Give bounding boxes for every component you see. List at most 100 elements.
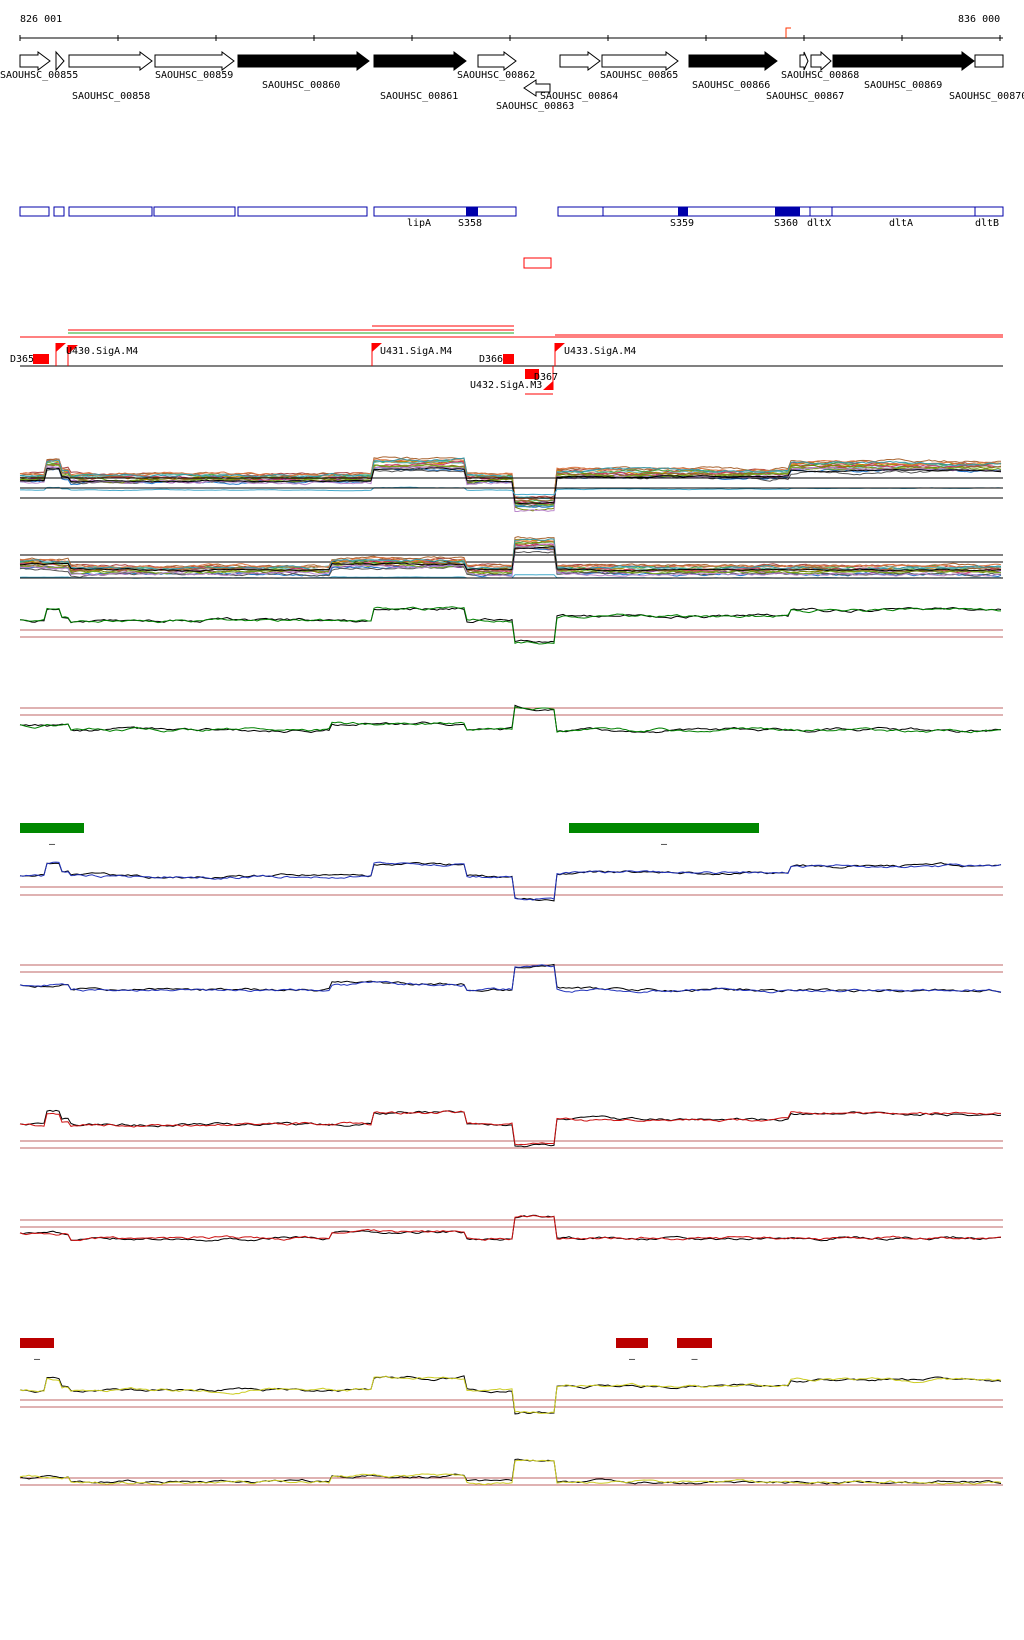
signal-line	[20, 546, 1002, 573]
gene-label: SAOUHSC_00859	[155, 70, 233, 81]
signal-line	[19, 1375, 1002, 1415]
gene-label: SAOUHSC_00868	[781, 70, 859, 81]
segment-block	[20, 823, 84, 833]
annotation-label: dltB	[975, 218, 999, 229]
signal-line	[19, 1214, 1002, 1242]
signal-line	[19, 467, 1002, 505]
gene-arrow	[154, 51, 235, 71]
gene-arrow	[832, 51, 975, 71]
gene-label: SAOUHSC_00870	[949, 91, 1024, 102]
signal-line	[19, 1459, 1002, 1486]
expression-track-1	[19, 456, 1003, 512]
gene-arrow	[19, 51, 51, 71]
signal-line	[19, 704, 1002, 734]
annotation-label: dltX	[807, 218, 831, 229]
gene-arrow	[810, 50, 832, 72]
annotation-box	[974, 206, 1004, 217]
signal-line	[19, 963, 1002, 993]
gene-arrow	[477, 51, 517, 71]
gene-label: SAOUHSC_00855	[0, 70, 78, 81]
expression-track-2	[19, 536, 1003, 579]
annotation-track: lipA S358 S359 S360 dltX dltA dltB	[19, 206, 1004, 229]
annotation-segment	[775, 207, 800, 216]
gene-label: SAOUHSC_00869	[864, 80, 942, 91]
annotation-box	[373, 206, 517, 217]
annotation-segment	[678, 207, 688, 216]
segment-block	[569, 823, 759, 833]
gene-label: SAOUHSC_00858	[72, 91, 150, 102]
red-track-forward	[19, 1109, 1003, 1149]
annotation-label: lipA	[407, 218, 431, 229]
yellow-track-forward	[19, 1375, 1003, 1415]
signal-line	[19, 706, 1002, 734]
gene-label: SAOUHSC_00867	[766, 91, 844, 102]
gene-track: SAOUHSC_00855 SAOUHSC_00858 SAOUHSC_00859 S…	[0, 50, 1024, 112]
gene-arrow	[68, 51, 153, 71]
red-track-reverse	[19, 1214, 1003, 1242]
signal-line	[19, 1110, 1001, 1146]
ruler-end-label: 836 000	[958, 14, 1000, 25]
yellow-track-reverse	[19, 1458, 1003, 1486]
gene-arrow	[373, 51, 467, 71]
signal-line	[19, 542, 1002, 578]
small-red-feature	[523, 257, 552, 269]
annotation-label: S358	[458, 218, 482, 229]
segment-block	[616, 1338, 648, 1348]
blue-track-reverse	[19, 963, 1003, 994]
ruler-marker	[785, 27, 791, 38]
gene-arrow	[799, 51, 809, 71]
signal-line	[19, 1458, 1002, 1485]
gene-arrow	[559, 51, 601, 71]
annotation-box	[19, 206, 50, 217]
signal-line	[19, 964, 1002, 994]
signal-line	[19, 457, 1002, 508]
signal-line	[19, 458, 1002, 500]
coordinate-ruler: 826 001 836 000	[19, 14, 1003, 41]
annotation-segment	[466, 207, 478, 216]
promoter-label: U432.SigA.M3	[470, 380, 542, 391]
promoter-label: U430.SigA.M4	[66, 346, 138, 357]
annotation-box	[237, 206, 368, 217]
promoter-track: D365 U430.SigA.M4 U431.SigA.M4 D366 D367U432…	[10, 325, 1003, 395]
segment-block-tick: –	[34, 1354, 41, 1365]
gene-label: SAOUHSC_00861	[380, 91, 458, 102]
signal-line	[19, 543, 1002, 569]
gene-label: SAOUHSC_00864	[540, 91, 618, 102]
promoter-label: D367	[534, 372, 558, 383]
gene-arrow	[688, 51, 778, 71]
segment-block-tick: –	[661, 839, 668, 850]
gene-label: SAOUHSC_00866	[692, 80, 770, 91]
gene-arrow	[601, 51, 679, 71]
annotation-box	[68, 206, 153, 217]
segment-block-tick: –	[692, 1354, 699, 1365]
red-segment-blocks: – – –	[20, 1338, 712, 1365]
segment-block	[20, 1338, 54, 1348]
blue-track-forward	[19, 861, 1003, 902]
signal-line	[19, 861, 1002, 901]
annotation-label: S360	[774, 218, 798, 229]
promoter-label: U431.SigA.M4	[380, 346, 452, 357]
annotation-box	[831, 206, 976, 217]
signal-line	[19, 546, 1002, 573]
annotation-box	[153, 206, 236, 217]
gene-label: SAOUHSC_00860	[262, 80, 340, 91]
gene-arrow	[237, 51, 370, 71]
gene-arrow	[974, 54, 1004, 68]
green-track-forward	[19, 606, 1003, 645]
segment-block	[677, 1338, 712, 1348]
ruler-start-label: 826 001	[20, 14, 62, 25]
green-track-reverse	[19, 704, 1003, 734]
signal-line	[19, 550, 1002, 578]
signal-line	[19, 539, 1002, 569]
segment-block-tick: –	[629, 1354, 636, 1365]
annotation-box	[602, 206, 777, 217]
gene-label: SAOUHSC_00863	[496, 101, 574, 112]
segment-block-tick: –	[49, 839, 56, 850]
gene-label: SAOUHSC_00865	[600, 70, 678, 81]
signal-line	[19, 1109, 1002, 1148]
annotation-box	[809, 206, 833, 217]
promoter-label: U433.SigA.M4	[564, 346, 636, 357]
annotation-box	[557, 206, 604, 217]
annotation-box	[53, 206, 65, 217]
